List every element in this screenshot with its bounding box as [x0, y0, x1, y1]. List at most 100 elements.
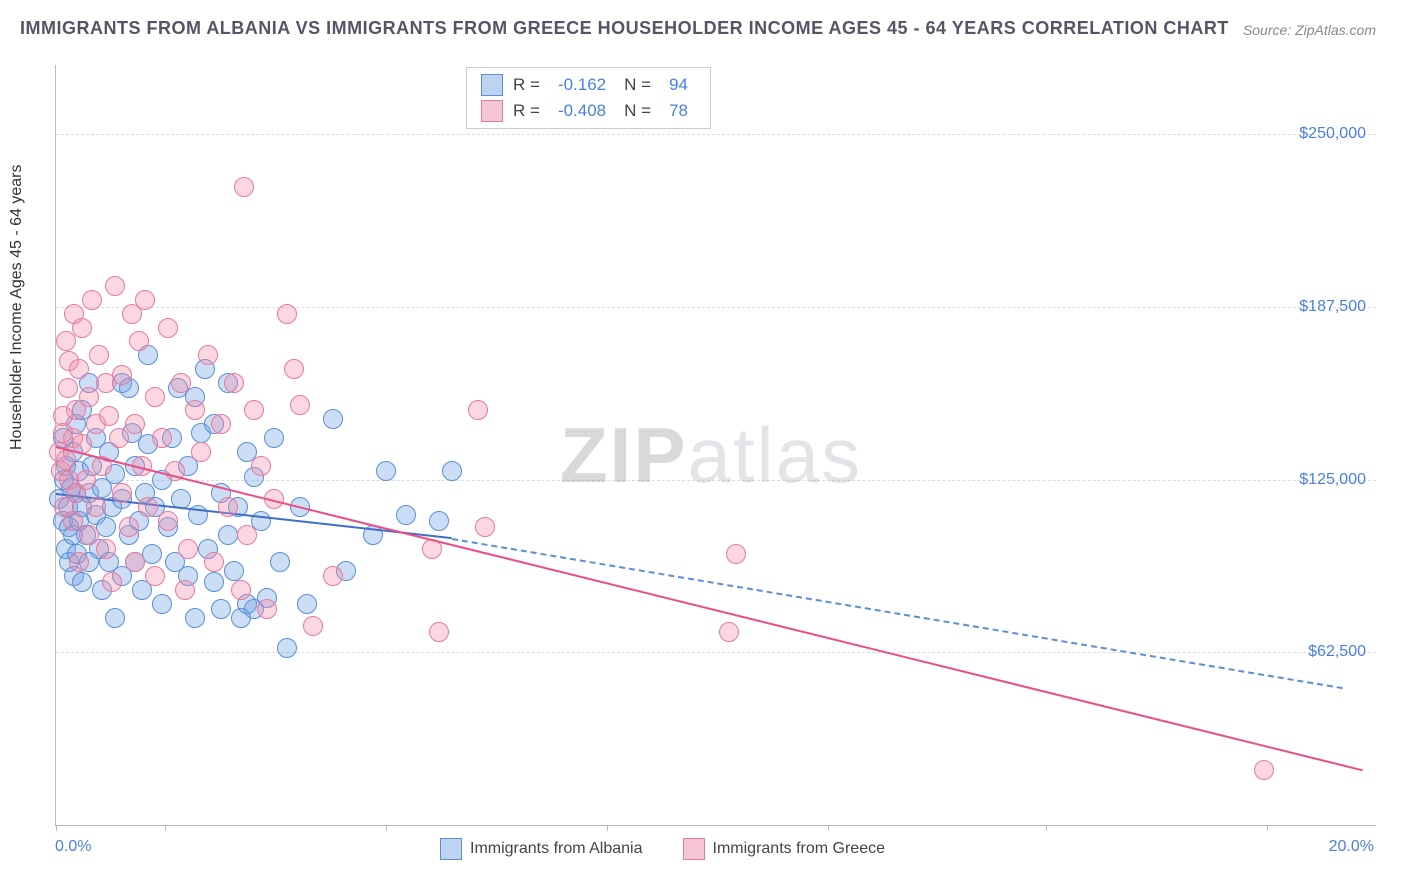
data-point: [284, 359, 304, 379]
legend-swatch: [683, 838, 705, 860]
data-point: [63, 511, 83, 531]
x-tick: [828, 825, 829, 831]
legend-swatch: [440, 838, 462, 860]
data-point: [158, 511, 178, 531]
data-point: [185, 400, 205, 420]
data-point: [224, 373, 244, 393]
data-point: [303, 616, 323, 636]
data-point: [234, 177, 254, 197]
data-point: [323, 566, 343, 586]
data-point: [264, 428, 284, 448]
data-point: [429, 622, 449, 642]
data-point: [152, 428, 172, 448]
data-point: [129, 331, 149, 351]
legend-item: Immigrants from Albania: [440, 838, 643, 860]
data-point: [277, 638, 297, 658]
x-tick: [56, 825, 57, 831]
data-point: [72, 318, 92, 338]
legend-item: Immigrants from Greece: [683, 838, 885, 860]
data-point: [204, 572, 224, 592]
data-point: [125, 552, 145, 572]
stats-row: R =-0.408N =78: [481, 98, 696, 124]
data-point: [96, 539, 116, 559]
data-point: [89, 345, 109, 365]
data-point: [138, 497, 158, 517]
chart-title: IMMIGRANTS FROM ALBANIA VS IMMIGRANTS FR…: [20, 18, 1229, 39]
data-point: [102, 572, 122, 592]
y-tick-label: $125,000: [1299, 471, 1366, 489]
data-point: [719, 622, 739, 642]
n-value: 78: [669, 101, 688, 121]
data-point: [79, 525, 99, 545]
data-point: [58, 378, 78, 398]
scatter-plot-area: R =-0.162N =94R =-0.408N =78 $62,500$125…: [55, 65, 1376, 826]
data-point: [198, 345, 218, 365]
legend-swatch: [481, 100, 503, 122]
data-point: [76, 470, 96, 490]
n-label: N =: [624, 75, 651, 95]
gridline: [56, 307, 1376, 308]
x-tick: [607, 825, 608, 831]
n-value: 94: [669, 75, 688, 95]
legend-label: Immigrants from Albania: [470, 840, 643, 858]
data-point: [99, 406, 119, 426]
data-point: [277, 304, 297, 324]
data-point: [244, 400, 264, 420]
legend: Immigrants from Albania Immigrants from G…: [440, 838, 885, 860]
data-point: [297, 594, 317, 614]
data-point: [125, 414, 145, 434]
gridline: [56, 652, 1376, 653]
data-point: [231, 580, 251, 600]
trend-line: [452, 538, 1343, 689]
x-axis-min-label: 0.0%: [55, 838, 91, 856]
data-point: [323, 409, 343, 429]
data-point: [218, 525, 238, 545]
data-point: [105, 276, 125, 296]
data-point: [1254, 760, 1274, 780]
data-point: [145, 387, 165, 407]
data-point: [475, 517, 495, 537]
data-point: [396, 505, 416, 525]
x-tick: [165, 825, 166, 831]
y-tick-label: $62,500: [1308, 643, 1366, 661]
r-label: R =: [513, 101, 540, 121]
y-tick-label: $250,000: [1299, 125, 1366, 143]
data-point: [56, 450, 76, 470]
data-point: [112, 365, 132, 385]
r-value: -0.162: [558, 75, 606, 95]
data-point: [53, 423, 73, 443]
data-point: [79, 387, 99, 407]
y-axis-label: Householder Income Ages 45 - 64 years: [8, 165, 26, 451]
data-point: [270, 552, 290, 572]
data-point: [69, 359, 89, 379]
correlation-stats-box: R =-0.162N =94R =-0.408N =78: [466, 67, 711, 129]
data-point: [109, 428, 129, 448]
data-point: [158, 318, 178, 338]
data-point: [72, 572, 92, 592]
data-point: [726, 544, 746, 564]
data-point: [145, 566, 165, 586]
data-point: [224, 561, 244, 581]
y-tick-label: $187,500: [1299, 298, 1366, 316]
data-point: [82, 290, 102, 310]
data-point: [218, 497, 238, 517]
data-point: [69, 552, 89, 572]
x-tick: [1267, 825, 1268, 831]
data-point: [56, 331, 76, 351]
data-point: [191, 442, 211, 462]
data-point: [257, 599, 277, 619]
data-point: [105, 608, 125, 628]
data-point: [152, 594, 172, 614]
gridline: [56, 134, 1376, 135]
data-point: [468, 400, 488, 420]
x-axis-max-label: 20.0%: [1329, 838, 1374, 856]
r-label: R =: [513, 75, 540, 95]
data-point: [204, 552, 224, 572]
data-point: [178, 539, 198, 559]
data-point: [237, 525, 257, 545]
data-point: [171, 373, 191, 393]
data-point: [290, 395, 310, 415]
source-label: Source: ZipAtlas.com: [1243, 22, 1376, 38]
data-point: [175, 580, 195, 600]
n-label: N =: [624, 101, 651, 121]
